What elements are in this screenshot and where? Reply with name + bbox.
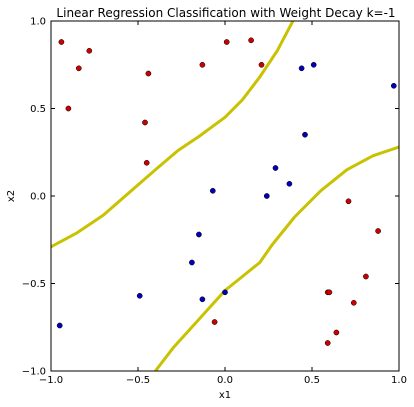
blue-point-8 <box>209 187 216 194</box>
y-tick-label: 1.0 <box>30 17 46 28</box>
x-tick-label: −0.5 <box>126 375 150 386</box>
blue-point-6 <box>286 180 293 187</box>
blue-point-7 <box>263 193 270 199</box>
red-point-9 <box>223 39 230 45</box>
plot-area: −1.0 −0.5 0.0 0.5 1.0 −1.0 −0.5 0.0 0.5 1.0 <box>22 17 407 387</box>
red-point-17 <box>350 299 357 306</box>
blue-point-9 <box>196 231 202 238</box>
x-tick-label: 0.0 <box>217 375 233 386</box>
y-tick-label: 0.5 <box>30 104 46 115</box>
red-point-16 <box>326 289 333 296</box>
red-point-10 <box>248 37 254 44</box>
data-points <box>56 37 397 346</box>
red-point-11 <box>258 61 265 68</box>
red-point-6 <box>142 119 148 126</box>
y-axis-label: x2 <box>6 190 17 202</box>
axes-frame <box>50 20 400 372</box>
blue-point-1 <box>298 65 305 72</box>
blue-point-12 <box>199 296 206 303</box>
x-tick-label: 0.5 <box>304 375 320 386</box>
blue-point-4 <box>302 131 308 138</box>
red-point-14 <box>363 273 369 280</box>
blue-point-11 <box>136 292 143 299</box>
red-point-19 <box>324 340 331 346</box>
blue-point-13 <box>222 289 228 296</box>
blue-point-5 <box>272 165 279 171</box>
red-point-12 <box>345 198 352 205</box>
axis-ticks: −1.0 −0.5 0.0 0.5 1.0 −1.0 −0.5 0.0 0.5 1.0 <box>22 17 407 387</box>
y-tick-label: 0.0 <box>30 192 46 203</box>
red-point-13 <box>375 228 381 234</box>
red-point-5 <box>145 70 152 77</box>
red-point-2 <box>75 65 82 72</box>
red-point-3 <box>86 47 93 54</box>
chart-title: Linear Regression Classification with We… <box>56 6 395 20</box>
red-point-7 <box>143 159 150 166</box>
red-point-20 <box>211 319 218 325</box>
red-point-8 <box>199 61 206 68</box>
boundary-curve-1 <box>51 21 295 249</box>
red-point-18 <box>333 329 340 336</box>
blue-point-14 <box>56 322 63 329</box>
x-tick-label: 1.0 <box>391 375 407 386</box>
y-tick-label: −0.5 <box>22 279 46 290</box>
decision-boundaries <box>51 21 399 371</box>
x-axis-label: x1 <box>219 390 231 401</box>
blue-point-10 <box>189 259 195 266</box>
blue-point-3 <box>390 82 397 89</box>
red-point-4 <box>65 105 72 112</box>
red-point-1 <box>58 39 65 45</box>
boundary-curve-2 <box>154 145 399 371</box>
x-tick-label: −1.0 <box>39 375 63 386</box>
y-tick-label: −1.0 <box>22 367 46 378</box>
blue-point-2 <box>310 61 317 68</box>
